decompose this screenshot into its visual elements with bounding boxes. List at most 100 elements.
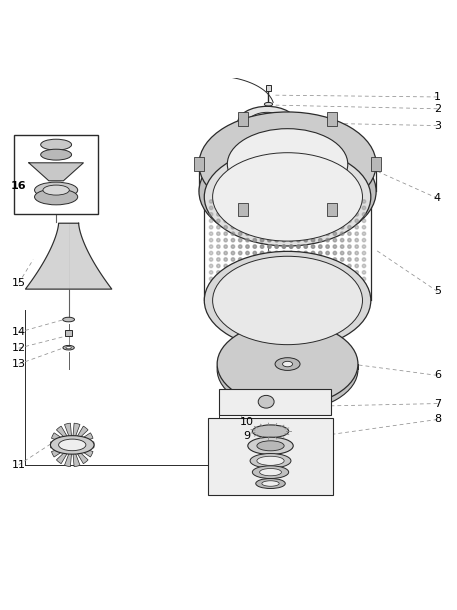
Circle shape bbox=[282, 219, 286, 223]
Circle shape bbox=[239, 264, 242, 268]
Circle shape bbox=[333, 251, 337, 255]
Ellipse shape bbox=[257, 441, 284, 451]
Circle shape bbox=[362, 219, 366, 223]
Circle shape bbox=[260, 277, 264, 281]
Circle shape bbox=[260, 290, 264, 293]
Circle shape bbox=[326, 219, 329, 223]
Circle shape bbox=[217, 206, 220, 210]
Circle shape bbox=[355, 213, 358, 216]
Circle shape bbox=[304, 245, 308, 248]
Circle shape bbox=[275, 264, 278, 268]
Ellipse shape bbox=[63, 345, 74, 350]
Bar bbox=[65, 330, 72, 336]
Circle shape bbox=[297, 284, 300, 287]
Ellipse shape bbox=[257, 456, 284, 465]
Circle shape bbox=[362, 264, 366, 268]
Polygon shape bbox=[29, 163, 83, 181]
Circle shape bbox=[268, 264, 271, 268]
Circle shape bbox=[275, 206, 278, 210]
Circle shape bbox=[304, 271, 308, 274]
Circle shape bbox=[355, 232, 358, 235]
Circle shape bbox=[348, 239, 351, 242]
Circle shape bbox=[260, 219, 264, 223]
Circle shape bbox=[217, 296, 220, 300]
Circle shape bbox=[311, 296, 315, 300]
Wedge shape bbox=[56, 445, 72, 464]
Circle shape bbox=[209, 271, 213, 274]
Circle shape bbox=[282, 264, 286, 268]
Wedge shape bbox=[72, 445, 93, 457]
Text: 16: 16 bbox=[11, 181, 27, 191]
Circle shape bbox=[282, 206, 286, 210]
Circle shape bbox=[246, 251, 249, 255]
Ellipse shape bbox=[63, 317, 74, 322]
Bar bbox=[14, 135, 98, 214]
Ellipse shape bbox=[258, 395, 274, 408]
Circle shape bbox=[362, 290, 366, 293]
Circle shape bbox=[260, 284, 264, 287]
Circle shape bbox=[275, 251, 278, 255]
Circle shape bbox=[253, 239, 256, 242]
Circle shape bbox=[348, 213, 351, 216]
Circle shape bbox=[297, 206, 300, 210]
Circle shape bbox=[348, 258, 351, 261]
Text: 10: 10 bbox=[239, 417, 254, 427]
Ellipse shape bbox=[66, 346, 71, 349]
Circle shape bbox=[217, 213, 220, 216]
Circle shape bbox=[275, 258, 278, 261]
Circle shape bbox=[340, 271, 344, 274]
Circle shape bbox=[260, 296, 264, 300]
Bar bbox=[327, 112, 337, 126]
Circle shape bbox=[253, 284, 256, 287]
Circle shape bbox=[217, 258, 220, 261]
Circle shape bbox=[217, 277, 220, 281]
Circle shape bbox=[333, 245, 337, 248]
Circle shape bbox=[326, 264, 329, 268]
Circle shape bbox=[239, 199, 242, 203]
Circle shape bbox=[246, 213, 249, 216]
Circle shape bbox=[217, 271, 220, 274]
Circle shape bbox=[282, 284, 286, 287]
Circle shape bbox=[319, 226, 322, 229]
Circle shape bbox=[340, 239, 344, 242]
Circle shape bbox=[209, 290, 213, 293]
Circle shape bbox=[333, 258, 337, 261]
Circle shape bbox=[231, 271, 235, 274]
Circle shape bbox=[333, 284, 337, 287]
Circle shape bbox=[355, 199, 358, 203]
Circle shape bbox=[275, 296, 278, 300]
Bar bbox=[371, 157, 381, 171]
Circle shape bbox=[209, 219, 213, 223]
Circle shape bbox=[268, 284, 271, 287]
Circle shape bbox=[348, 226, 351, 229]
Circle shape bbox=[340, 264, 344, 268]
Circle shape bbox=[275, 271, 278, 274]
Circle shape bbox=[362, 296, 366, 300]
Circle shape bbox=[297, 271, 300, 274]
Circle shape bbox=[289, 199, 293, 203]
Circle shape bbox=[355, 296, 358, 300]
Circle shape bbox=[209, 232, 213, 235]
Circle shape bbox=[246, 245, 249, 248]
Circle shape bbox=[362, 284, 366, 287]
Circle shape bbox=[289, 284, 293, 287]
Circle shape bbox=[275, 213, 278, 216]
Circle shape bbox=[326, 258, 329, 261]
Ellipse shape bbox=[43, 185, 69, 195]
Circle shape bbox=[282, 258, 286, 261]
Circle shape bbox=[297, 239, 300, 242]
Circle shape bbox=[231, 226, 235, 229]
Circle shape bbox=[297, 290, 300, 293]
Circle shape bbox=[355, 206, 358, 210]
Circle shape bbox=[311, 271, 315, 274]
Circle shape bbox=[355, 239, 358, 242]
Circle shape bbox=[333, 226, 337, 229]
Circle shape bbox=[275, 219, 278, 223]
Circle shape bbox=[289, 239, 293, 242]
Circle shape bbox=[253, 258, 256, 261]
Ellipse shape bbox=[248, 437, 293, 454]
Circle shape bbox=[304, 296, 308, 300]
Polygon shape bbox=[26, 223, 112, 289]
Ellipse shape bbox=[227, 129, 348, 199]
Ellipse shape bbox=[50, 436, 94, 454]
